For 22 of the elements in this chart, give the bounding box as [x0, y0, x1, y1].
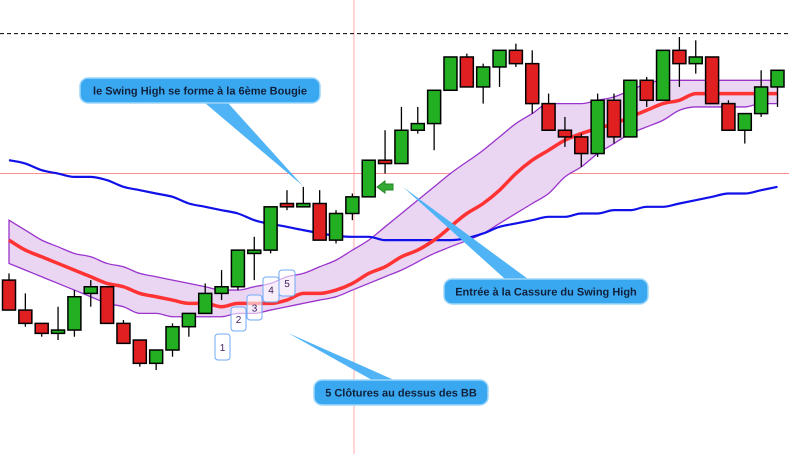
annotation: le Swing High se forme à la 6ème Bougie [93, 86, 307, 98]
candlestick [296, 186, 311, 208]
candlestick [84, 279, 98, 308]
candlestick [574, 132, 589, 168]
candlestick [148, 349, 164, 371]
candlestick [639, 76, 654, 108]
candlestick [410, 106, 426, 134]
candlestick [688, 40, 703, 74]
candlestick [247, 236, 262, 281]
candlestick [132, 339, 148, 368]
annotation: 2 [236, 315, 242, 326]
annotation: 5 [284, 279, 290, 290]
candlestick [770, 70, 785, 108]
candlestick [476, 62, 490, 104]
annotation: 3 [252, 304, 258, 314]
candlestick [738, 112, 752, 144]
annotation: Entrée à la Cassure du Swing High [455, 286, 638, 298]
annotation: 4 [268, 286, 274, 296]
annotation: 1 [220, 343, 226, 354]
candlestick [34, 322, 49, 338]
text: 5 Clôtures au dessus des BB [325, 388, 477, 400]
candlestick [198, 282, 212, 314]
